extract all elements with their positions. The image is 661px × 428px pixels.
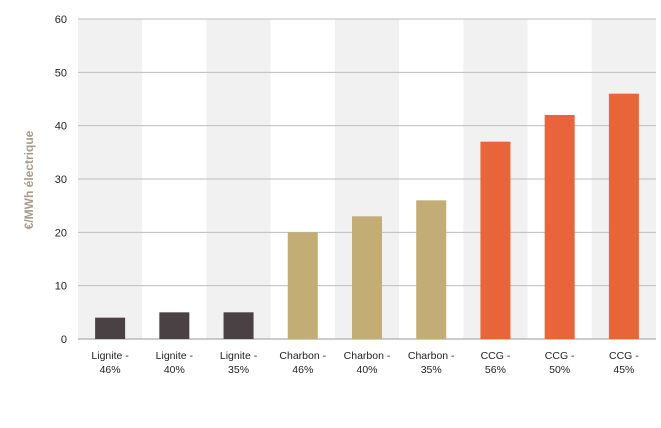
- x-tick-label: 40%: [164, 364, 185, 376]
- x-tick-label: CCG -: [545, 350, 575, 362]
- bar: [480, 141, 511, 339]
- bar: [608, 93, 639, 340]
- y-tick-label: 20: [55, 227, 67, 239]
- y-axis-label: €/MWh électrique: [22, 130, 36, 229]
- x-tick-label: 56%: [485, 364, 506, 376]
- x-tick-label: Charbon -: [344, 350, 391, 362]
- x-tick-label: CCG -: [609, 350, 639, 362]
- y-tick-label: 0: [61, 334, 67, 346]
- x-tick-label: 50%: [549, 364, 570, 376]
- x-tick-label: 35%: [421, 364, 442, 376]
- bar: [223, 312, 254, 339]
- y-tick-label: 10: [55, 281, 67, 293]
- bar: [352, 216, 382, 339]
- x-tick-label: CCG -: [481, 350, 511, 362]
- x-tick-label: 46%: [100, 364, 121, 376]
- x-tick-label: Lignite -: [220, 350, 258, 362]
- x-tick-label: Lignite -: [91, 350, 129, 362]
- y-tick-label: 30: [55, 174, 67, 186]
- x-tick-label: Charbon -: [279, 350, 326, 362]
- x-tick-label: Charbon -: [408, 350, 455, 362]
- bar: [159, 312, 190, 339]
- x-axis-labels: Lignite - 46% Lignite - 40% Lignite - 35% Char…: [91, 350, 639, 376]
- bar: [95, 317, 126, 339]
- x-tick-label: 46%: [292, 364, 313, 376]
- bar: [416, 200, 447, 339]
- bars: [95, 93, 639, 340]
- bar: [544, 115, 575, 339]
- bar: [287, 232, 318, 339]
- y-tick-label: 40: [55, 121, 67, 133]
- y-axis-ticks: 0 10 20 30 40 50 60: [55, 14, 67, 346]
- y-tick-label: 50: [55, 67, 67, 79]
- x-tick-label: 40%: [356, 364, 377, 376]
- x-tick-label: 45%: [613, 364, 634, 376]
- x-tick-label: Lignite -: [156, 350, 194, 362]
- y-tick-label: 60: [55, 14, 67, 26]
- x-tick-label: 35%: [228, 364, 249, 376]
